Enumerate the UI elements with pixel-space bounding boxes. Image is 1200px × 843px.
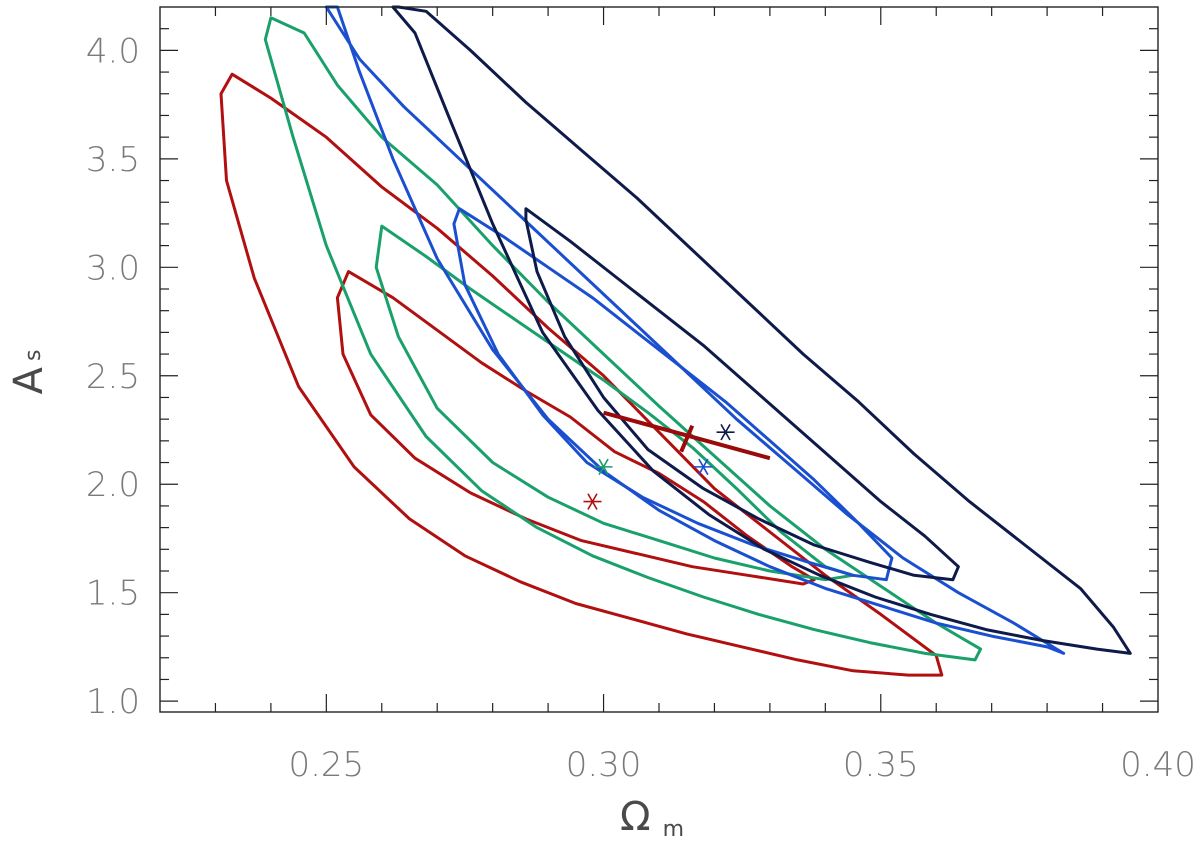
y-tick-label: 3.0	[86, 248, 140, 288]
contour-series-3-level-2	[324, 5, 1066, 655]
x-tick-labels: 0.25 0.30 0.35 0.40	[288, 745, 1195, 785]
y-tick-labels: 1.0 1.5 2.0 2.5 3.0 3.5 4.0	[86, 31, 140, 722]
y-tick-label: 2.5	[86, 357, 140, 397]
y-tick-label: 1.5	[86, 574, 140, 614]
best-fit-marker-1	[583, 493, 602, 510]
best-fit-marker-4	[716, 423, 735, 441]
x-tick-label: 0.40	[1120, 745, 1196, 785]
error-cross-minor-axis	[679, 424, 695, 453]
x-tick-label: 0.25	[288, 745, 364, 785]
x-tick-label: 0.35	[843, 745, 919, 785]
y-tick-label: 4.0	[86, 31, 140, 71]
x-tick-label: 0.30	[566, 745, 642, 785]
error-cross	[603, 410, 771, 461]
contour-series-4-level-2	[391, 5, 1132, 655]
axis-ticks	[160, 7, 1158, 712]
contour-series-2-level-2	[263, 16, 983, 662]
y-tick-label: 3.5	[86, 140, 140, 180]
best-fit-marker-3	[694, 458, 713, 476]
y-tick-label: 2.0	[86, 465, 140, 505]
contour-series-1-level-2	[219, 72, 944, 677]
best-fit-marker-2	[594, 458, 613, 476]
y-axis-label: As	[6, 350, 52, 395]
markers-layer	[583, 423, 735, 510]
contours-layer	[219, 5, 1132, 677]
plot-frame	[159, 6, 1159, 713]
y-tick-label: 1.0	[86, 682, 140, 722]
contour-series-2-level-1	[374, 224, 855, 582]
contour-series-4-level-1	[524, 207, 960, 582]
contour-series-3-level-1	[452, 207, 894, 582]
